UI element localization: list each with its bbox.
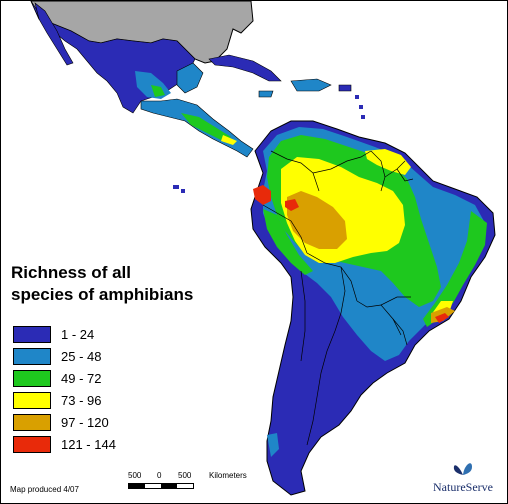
- legend-swatch: [13, 391, 51, 409]
- guiana-yellow-zone: [365, 149, 411, 175]
- scale-unit-label: Kilometers: [209, 471, 247, 480]
- cuba-island: [208, 54, 282, 82]
- legend-item: 25 - 48: [13, 345, 116, 367]
- legend-swatch: [13, 435, 51, 453]
- legend-item: 97 - 120: [13, 411, 116, 433]
- legend-swatch: [13, 325, 51, 343]
- logo-text: NatureServe: [433, 480, 493, 494]
- legend-item: 1 - 24: [13, 323, 116, 345]
- central-america-yellow-zone: [221, 135, 237, 145]
- map-title: Richness of all species of amphibians: [11, 262, 193, 306]
- legend-item: 49 - 72: [13, 367, 116, 389]
- lesser-antilles: [355, 95, 365, 119]
- map-credit: Map produced 4/07: [10, 485, 79, 494]
- legend-label: 49 - 72: [61, 370, 102, 386]
- map-title-line2: species of amphibians: [11, 285, 194, 304]
- country-borders: [262, 150, 414, 446]
- scale-labels: 500 0 500 Kilometers: [128, 471, 247, 481]
- atlantic-forest-green: [423, 211, 487, 327]
- legend-swatch: [13, 369, 51, 387]
- legend-label: 1 - 24: [61, 326, 95, 342]
- legend-swatch: [13, 347, 51, 365]
- legend-label: 25 - 48: [61, 348, 102, 364]
- legend: 1 - 24 25 - 48 49 - 72 73 - 96 97 - 120 …: [13, 323, 116, 455]
- interior-green-zone: [403, 253, 433, 277]
- hispaniola-island: [290, 78, 332, 92]
- andes-green-zone: [263, 209, 313, 275]
- legend-label: 73 - 96: [61, 392, 102, 408]
- legend-item: 121 - 144: [13, 433, 116, 455]
- southern-blue-zone: [267, 433, 279, 457]
- legend-label: 121 - 144: [61, 436, 116, 452]
- butterfly-icon: [453, 463, 472, 475]
- map-title-line1: Richness of all: [11, 263, 131, 282]
- sa-zone-97-120: [287, 191, 347, 249]
- scale-bar-graphic: [128, 483, 194, 489]
- natureserve-logo: NatureServe: [433, 457, 493, 495]
- baja-peninsula: [34, 2, 74, 66]
- sa-zone-121-144: [253, 185, 271, 205]
- yucatan-region: [176, 62, 204, 94]
- atlantic-forest-red: [435, 313, 449, 323]
- jamaica-island: [258, 90, 274, 98]
- scale-bar: 500 0 500 Kilometers: [128, 471, 247, 489]
- puerto-rico-island: [338, 84, 352, 92]
- legend-label: 97 - 120: [61, 414, 109, 430]
- legend-swatch: [13, 413, 51, 431]
- red-spot-2: [285, 199, 299, 211]
- galapagos-islands: [173, 185, 185, 193]
- scale-left-label: 500: [128, 471, 142, 480]
- legend-item: 73 - 96: [13, 389, 116, 411]
- scale-zero-label: 0: [157, 471, 162, 480]
- scale-right-label: 500: [178, 471, 192, 480]
- central-america-green-zone: [181, 113, 231, 141]
- mexico-green-zone: [151, 85, 165, 97]
